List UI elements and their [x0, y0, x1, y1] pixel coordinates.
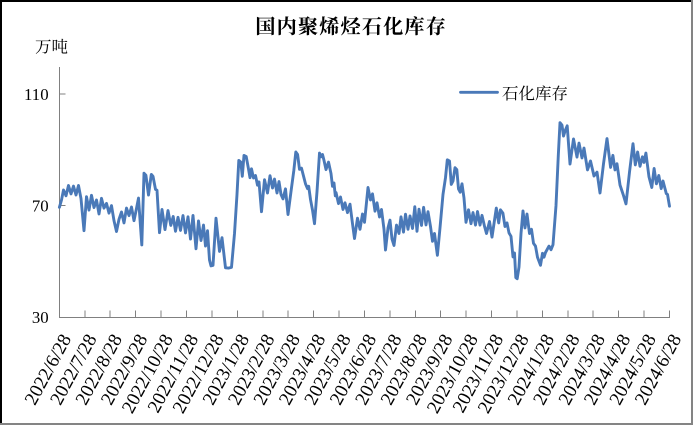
svg-text:70: 70 — [32, 197, 49, 216]
svg-text:110: 110 — [24, 85, 49, 104]
svg-text:30: 30 — [32, 308, 49, 327]
